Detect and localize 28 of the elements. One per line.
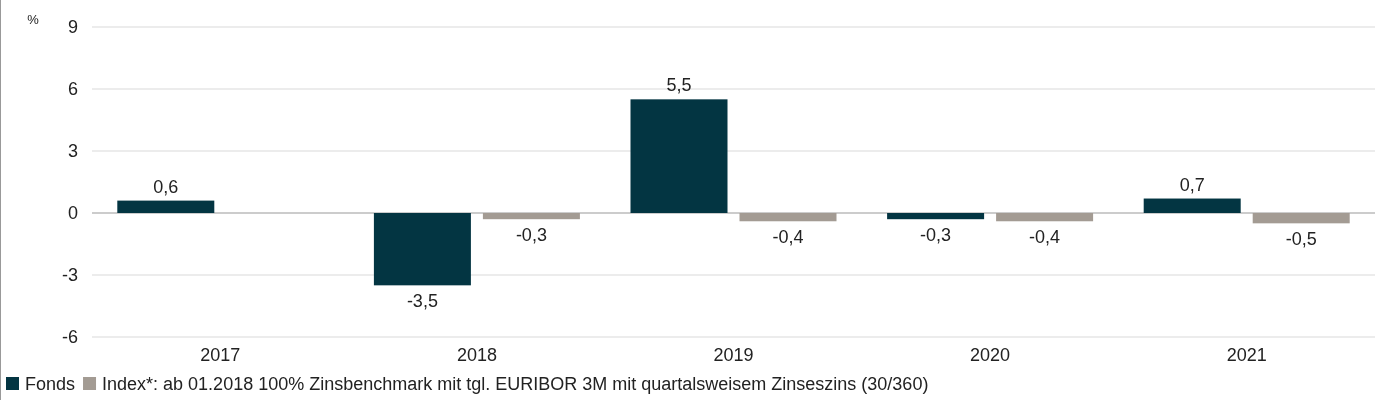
legend-label: Index*: ab 01.2018 100% Zinsbenchmark mit tgl. EURIBOR 3M mit quartalsweisem Zinseszins (30/360) — [102, 374, 929, 394]
x-tick-label: 2020 — [970, 345, 1011, 365]
legend-label: Fonds — [25, 374, 76, 394]
bar — [630, 99, 728, 213]
data-label: -0,4 — [1029, 227, 1061, 248]
y-tick-label: -6 — [61, 327, 78, 348]
bar — [1143, 198, 1241, 213]
data-label: 5,5 — [666, 75, 692, 96]
x-tick-label: 2018 — [456, 345, 497, 365]
data-label: -0,3 — [920, 225, 952, 246]
data-label: -3,5 — [406, 291, 438, 312]
y-tick-label: 3 — [67, 141, 78, 162]
x-tick-label: 2017 — [200, 345, 241, 365]
data-label: -0,4 — [772, 227, 804, 248]
y-tick-label: 9 — [67, 17, 78, 38]
y-axis-title: % — [27, 12, 40, 27]
data-label: -0,3 — [515, 225, 547, 246]
y-tick-label: 0 — [67, 203, 78, 224]
bar — [373, 213, 471, 286]
bar — [117, 200, 215, 213]
x-tick-label: 2019 — [713, 345, 754, 365]
bar — [887, 213, 985, 220]
data-label: -0,5 — [1285, 229, 1317, 250]
x-tick-label: 2021 — [1226, 345, 1267, 365]
y-tick-label: 6 — [67, 79, 78, 100]
y-tick-label: -3 — [61, 265, 78, 286]
data-label: 0,7 — [1179, 174, 1205, 195]
data-label: 0,6 — [153, 176, 179, 197]
